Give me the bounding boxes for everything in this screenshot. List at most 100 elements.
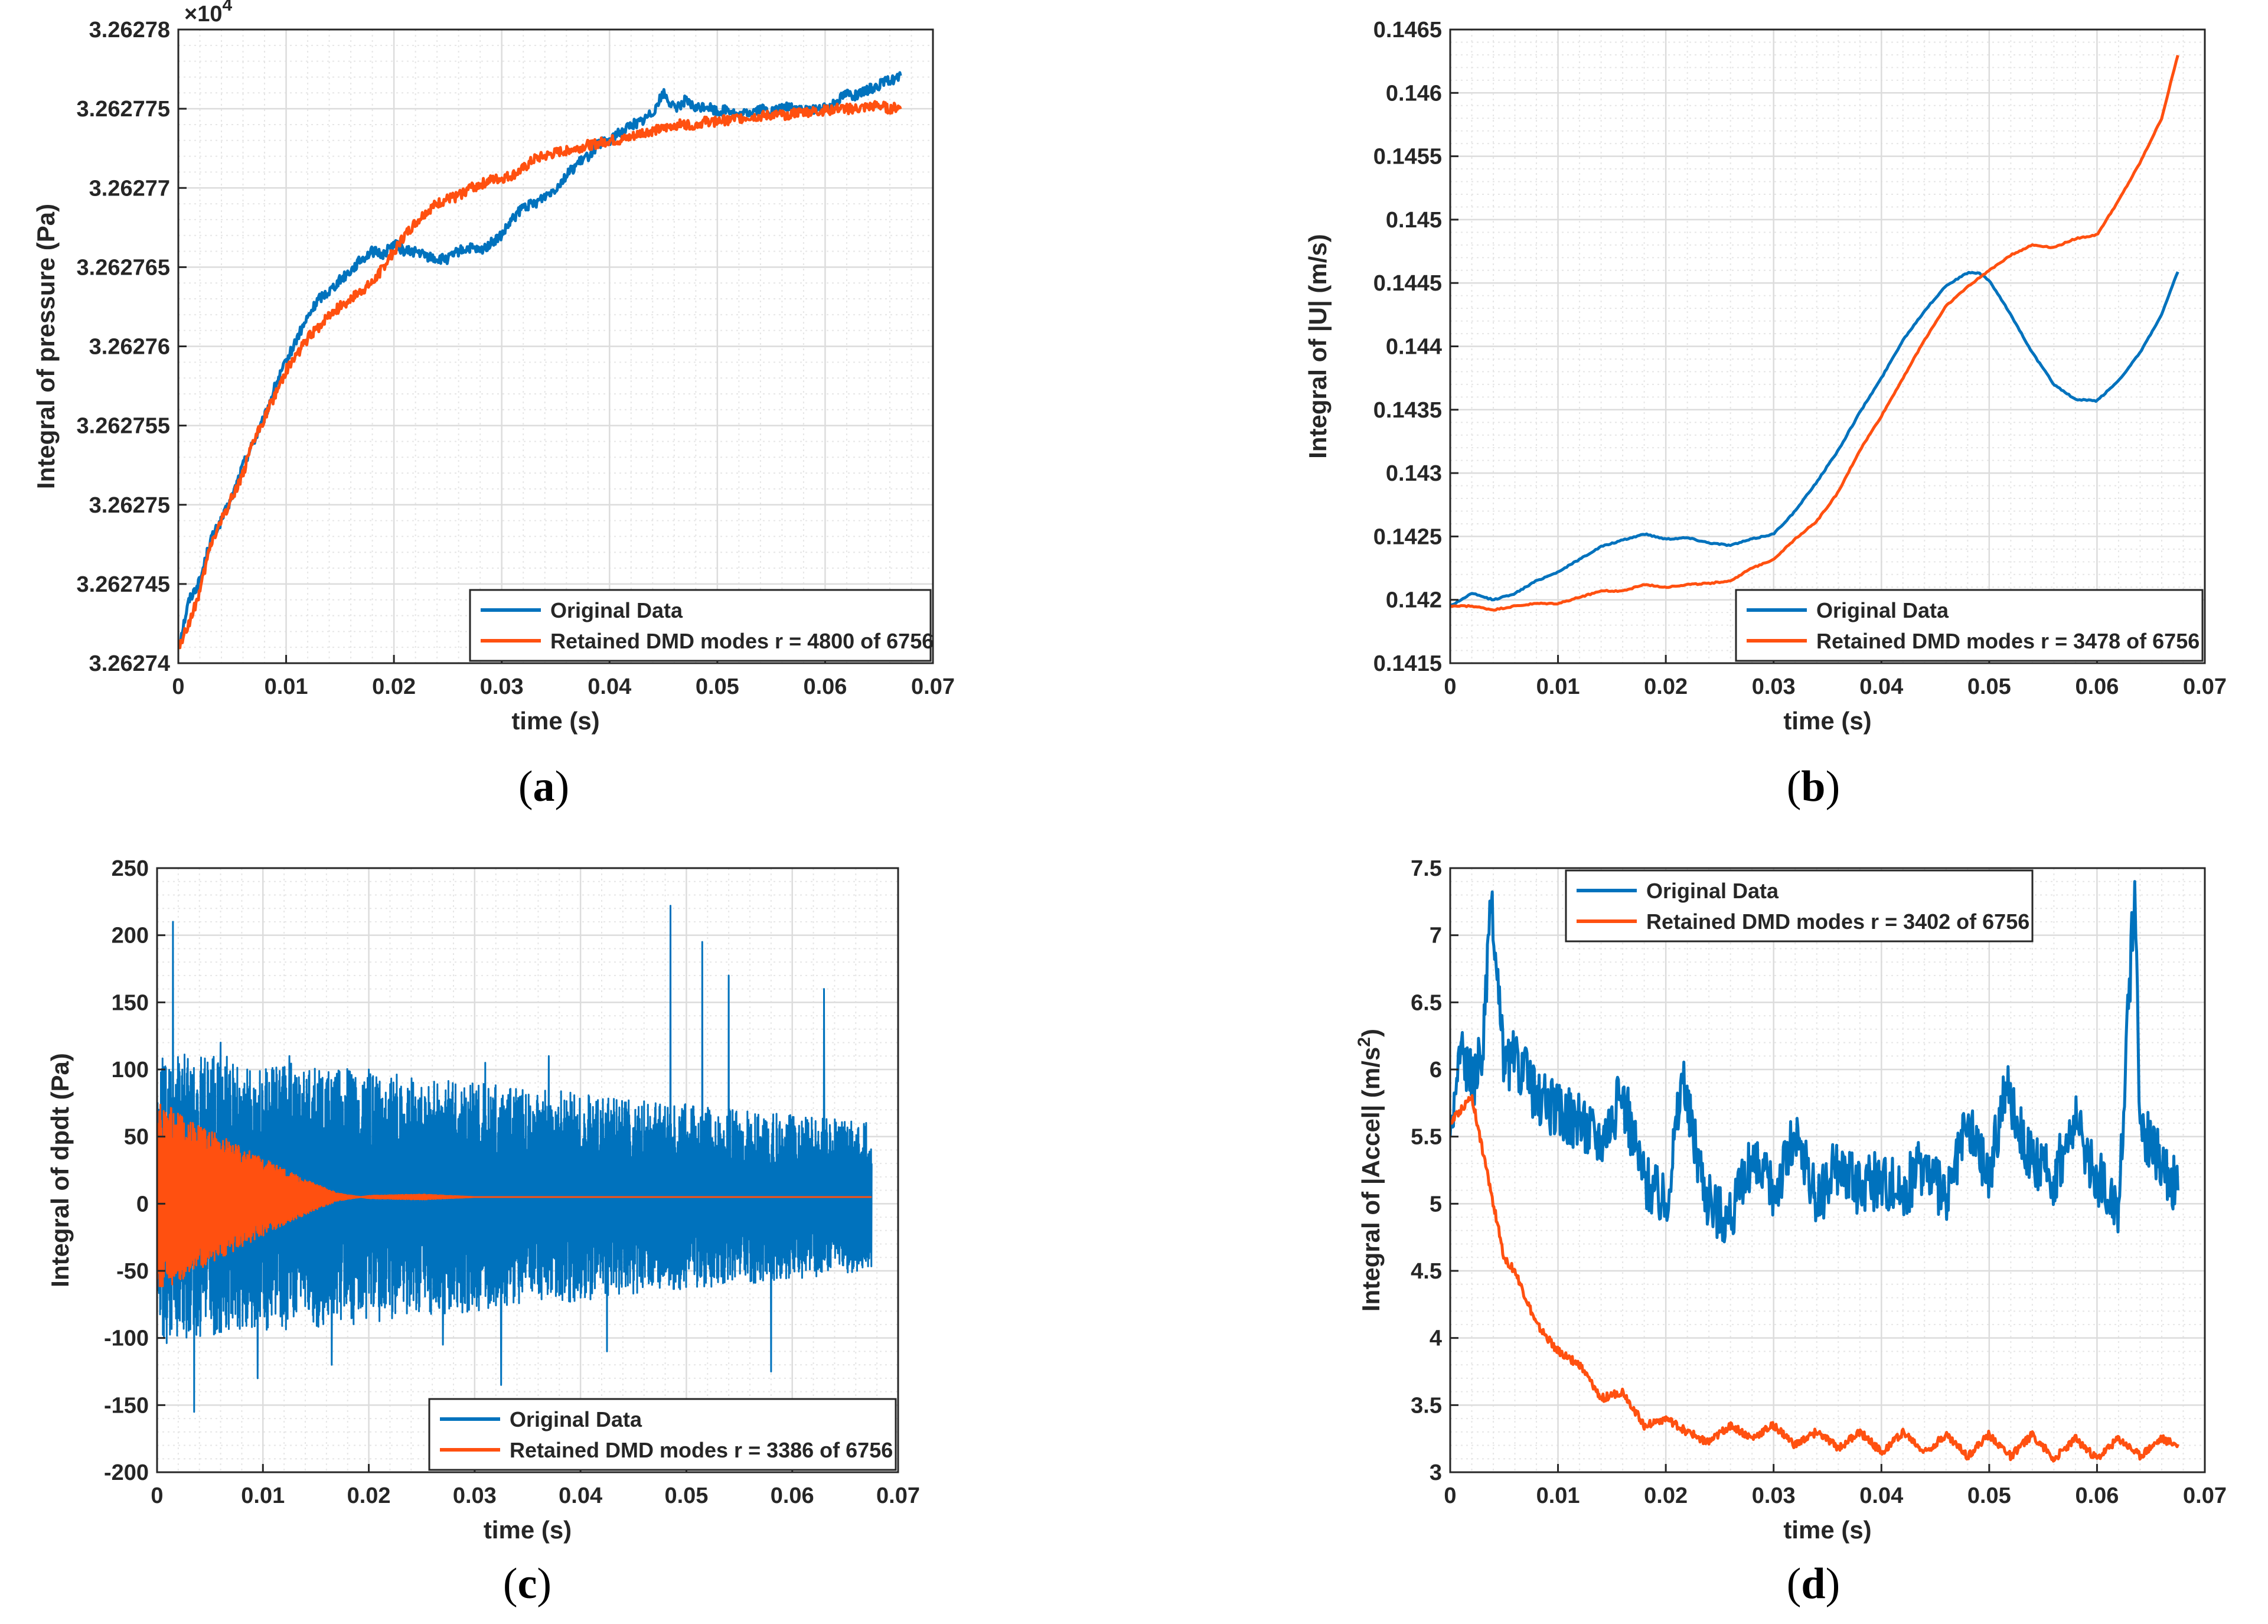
legend-box [1735,589,2204,662]
legend-label-original: Original Data [1646,879,1779,903]
legend-label-dmd: Retained DMD modes r = 3386 of 6756 [510,1438,893,1462]
legend-label-original: Original Data [1816,598,1949,622]
tick-labels: 0 0.01 0.02 0.03 0.04 0.05 0.06 0.07 0.1415 0.142… [1373,18,2227,699]
x-tick-label: 0.02 [372,674,416,699]
legend-label-original: Original Data [510,1407,642,1431]
y-tick-label: 3.5 [1411,1393,1442,1418]
y-tick-label: 250 [112,856,149,881]
y-tick-label: 3.262755 [77,414,171,439]
legend-label-dmd: Retained DMD modes r = 3402 of 6756 [1646,909,2029,934]
x-axis-label: time (s) [1783,1516,1871,1544]
caption-d: (d) [1786,1560,1840,1608]
y-tick-label: 3.26277 [89,176,170,201]
x-tick-label: 0.06 [2075,674,2119,699]
y-tick-label: -200 [104,1460,149,1485]
series-line-dmd [178,100,902,650]
tick-labels: 0 0.01 0.02 0.03 0.04 0.05 0.06 0.07 -200 -150 -10… [104,856,920,1508]
caption-a: (a) [518,762,570,811]
legend: Original Data Retained DMD modes r = 4800… [469,589,934,662]
series-group [1450,54,2179,612]
x-tick-label: 0.05 [1967,674,2011,699]
x-tick-label: 0.02 [347,1483,391,1508]
y-tick-label: 5.5 [1411,1125,1442,1150]
y-axis-label: Integral of pressure (Pa) [32,204,60,489]
axes-box [1449,867,2206,1473]
series-line-dmd [157,1103,873,1287]
legend-box [1565,869,2034,943]
y-tick-label: 150 [112,990,149,1015]
y-tick-label: 0.144 [1386,335,1442,360]
x-tick-label: 0.04 [588,674,631,699]
y-tick-label: 3.26274 [89,651,170,676]
x-tick-label: 0.05 [664,1483,708,1508]
y-tick-label: 0.1435 [1373,398,1442,423]
y-tick-label: 0 [136,1192,149,1217]
x-tick-label: 0.04 [1859,1483,1903,1508]
chart-c: 0 0.01 0.02 0.03 0.04 0.05 0.06 0.07 -200 -150 -10… [46,856,920,1544]
y-tick-label: 3.26275 [89,493,170,518]
x-tick-label: 0.05 [1967,1483,2011,1508]
legend-label-original: Original Data [550,598,683,622]
y-axis-label: Integral of dpdt (Pa) [46,1053,74,1287]
y-tick-label: 100 [112,1058,149,1082]
y-axis-label-tail: ) [1357,1029,1385,1037]
exponent-power: 4 [222,0,232,15]
series-line-original [1450,880,2179,1244]
x-tick-label: 0.07 [876,1483,920,1508]
y-tick-label: 50 [124,1125,149,1150]
x-tick-label: 0.03 [1752,674,1796,699]
y-tick-label: 3.262745 [77,572,171,597]
minor-grid [1450,868,2205,1472]
x-tick-label: 0.07 [2183,1483,2227,1508]
y-tick-label: 0.1465 [1373,18,1442,43]
series-line-original [1450,270,2179,608]
legend: Original Data Retained DMD modes r = 3478… [1735,589,2204,662]
series-group [178,71,902,650]
exponent-label: ×104 [184,0,232,27]
legend: Original Data Retained DMD modes r = 3386… [428,1398,897,1471]
y-tick-label: 3.26276 [89,335,170,360]
series-line-dmd [1450,54,2179,612]
x-tick-label: 0 [1444,674,1456,699]
y-axis-label: Integral of |Accel| (m/s2) [1355,1029,1385,1312]
y-tick-label: 200 [112,924,149,948]
x-tick-label: 0.06 [2075,1483,2119,1508]
x-tick-label: 0.03 [453,1483,497,1508]
x-axis-label: time (s) [511,707,599,735]
y-tick-label: -150 [104,1393,149,1418]
caption-b: (b) [1786,762,1840,811]
x-tick-label: 0.04 [1859,674,1903,699]
x-tick-label: 0.01 [1536,1483,1580,1508]
legend-label-dmd: Retained DMD modes r = 4800 of 6756 [550,629,934,653]
axes-box [156,867,899,1473]
y-tick-label: 6 [1430,1058,1442,1082]
y-tick-label: 0.142 [1386,588,1442,613]
y-tick-label: 3.262775 [77,97,171,122]
y-tick-label: 7.5 [1411,856,1442,881]
series-line-dmd [1450,1094,2179,1463]
series-group [157,905,873,1413]
tick-labels: 0 0.01 0.02 0.03 0.04 0.05 0.06 0.07 3.26274 3.26… [77,18,955,699]
y-tick-label: 3.262765 [77,255,171,280]
x-tick-label: 0.02 [1644,1483,1688,1508]
x-tick-label: 0.01 [265,674,308,699]
x-tick-label: 0 [1444,1483,1456,1508]
y-tick-label: 3.26278 [89,18,170,43]
y-tick-label: 0.1445 [1373,271,1442,296]
caption-c: (c) [502,1560,552,1608]
y-tick-label: 4.5 [1411,1259,1442,1284]
legend-box [469,589,932,662]
x-tick-label: 0.02 [1644,674,1688,699]
y-axis-label-sup: 2 [1355,1037,1374,1047]
y-tick-label: 0.143 [1386,461,1442,486]
x-tick-label: 0.06 [803,674,847,699]
x-tick-label: 0.01 [241,1483,285,1508]
x-tick-label: 0.03 [1752,1483,1796,1508]
x-tick-label: 0.07 [911,674,955,699]
x-tick-label: 0.04 [559,1483,602,1508]
x-tick-label: 0.07 [2183,674,2227,699]
legend: Original Data Retained DMD modes r = 3402… [1565,869,2034,943]
x-axis-label: time (s) [484,1516,572,1544]
x-tick-label: 0.06 [771,1483,814,1508]
